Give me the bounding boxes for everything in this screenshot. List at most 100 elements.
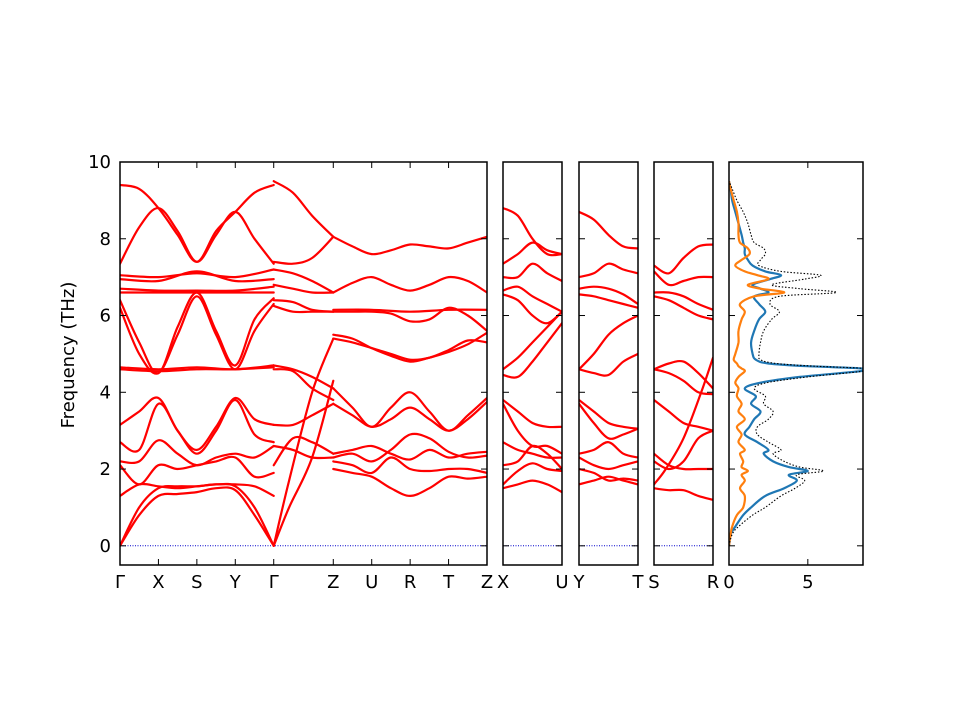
high-symmetry-point-label: Y <box>573 572 586 593</box>
phonon-band <box>272 379 335 547</box>
phonon-band <box>120 285 275 292</box>
y-tick-label: 8 <box>100 229 111 250</box>
phonon-band <box>579 262 638 279</box>
phonon-band <box>120 270 275 283</box>
phonon-band <box>579 398 638 430</box>
high-symmetry-point-label: S <box>648 572 659 593</box>
y-tick-label: 2 <box>100 459 111 480</box>
y-tick-label: 6 <box>100 306 111 327</box>
phonon-band <box>120 482 275 547</box>
phonon-band <box>120 295 275 375</box>
phonon-band <box>332 467 487 498</box>
phonon-band <box>654 243 713 275</box>
high-symmetry-point-label: Y <box>229 572 242 593</box>
phonon-band <box>503 241 562 265</box>
phonon-band <box>503 310 562 371</box>
phonon-band <box>120 398 275 455</box>
high-symmetry-point-label: S <box>191 572 202 593</box>
phonon-band <box>579 352 638 377</box>
phonon-band <box>332 456 487 475</box>
phonon-band <box>332 387 487 432</box>
phonon-band <box>120 486 275 547</box>
phonon-band <box>332 306 487 332</box>
phonon-band <box>120 207 275 265</box>
high-symmetry-point-label: T <box>632 572 645 593</box>
high-symmetry-point-label: Z <box>481 572 493 593</box>
phonon-band <box>579 210 638 250</box>
phonon-band <box>503 444 562 471</box>
panel-frame <box>119 161 488 566</box>
phonon-band <box>503 479 562 494</box>
phonon-band <box>332 444 487 461</box>
phonon-band <box>503 285 562 313</box>
dos-curve-1 <box>729 180 863 546</box>
phonon-band <box>579 285 638 306</box>
panel-frame <box>578 161 639 566</box>
high-symmetry-point-label: R <box>707 572 720 593</box>
dos-x-tick-label: 0 <box>723 572 734 593</box>
phonon-band <box>272 368 335 402</box>
phonon-band <box>579 475 638 486</box>
dos-curve-3 <box>729 181 863 546</box>
phonon-band <box>272 268 335 294</box>
phonon-band <box>503 322 562 379</box>
high-symmetry-point-label: T <box>442 572 455 593</box>
phonon-band <box>120 268 275 279</box>
phonon-band <box>503 462 562 486</box>
phonon-band <box>503 293 562 325</box>
phonon-band <box>654 452 713 471</box>
phonon-band <box>120 366 275 373</box>
phonon-band <box>332 337 487 361</box>
high-symmetry-point-label: U <box>555 572 568 593</box>
high-symmetry-point-label: Z <box>327 572 339 593</box>
phonon-band <box>503 398 562 429</box>
phonon-band <box>120 455 275 486</box>
panel-frame <box>502 161 563 566</box>
dos-curve-2 <box>729 180 786 546</box>
high-symmetry-point-label: U <box>365 572 378 593</box>
high-symmetry-point-label: Γ <box>269 572 279 593</box>
phonon-band <box>272 304 335 314</box>
phonon-band <box>332 400 487 432</box>
phonon-band <box>272 435 335 467</box>
dos-frame <box>728 161 864 566</box>
phonon-band <box>332 308 487 313</box>
phonon-band <box>654 291 713 311</box>
phonon-band <box>654 429 713 471</box>
phonon-band <box>654 270 713 287</box>
high-symmetry-point-label: X <box>152 572 164 593</box>
phonon-band <box>272 444 335 460</box>
phonon-band <box>272 283 335 294</box>
phonon-band <box>579 467 638 482</box>
phonon-band <box>272 235 335 265</box>
band-panel-1: 0 2 4 6 8 10 Γ X S Y Γ Z U R T Z <box>88 152 493 593</box>
y-tick-label: 10 <box>88 152 111 173</box>
phonon-band <box>654 487 713 501</box>
dos-x-tick-label: 5 <box>802 572 813 593</box>
phonon-band <box>579 314 638 371</box>
phonon-band <box>579 402 638 440</box>
phonon-band <box>579 456 638 471</box>
y-tick-label: 4 <box>100 382 111 403</box>
phonon-band <box>272 180 335 238</box>
phonon-band <box>654 368 713 396</box>
phonon-band <box>272 402 335 427</box>
high-symmetry-point-label: Γ <box>115 572 125 593</box>
phonon-band <box>654 398 713 432</box>
phonon-band <box>272 337 335 547</box>
y-tick-label: 0 <box>100 536 111 557</box>
high-symmetry-point-label: R <box>404 572 417 593</box>
phonon-band <box>654 295 713 321</box>
phonon-band <box>503 441 562 459</box>
phonon-band <box>120 291 275 375</box>
phonon-band <box>332 432 487 463</box>
y-axis-label: Frequency (THz) <box>58 282 79 429</box>
phonon-band <box>579 293 638 309</box>
phonon-band <box>579 441 638 459</box>
phonon-band <box>332 235 487 256</box>
